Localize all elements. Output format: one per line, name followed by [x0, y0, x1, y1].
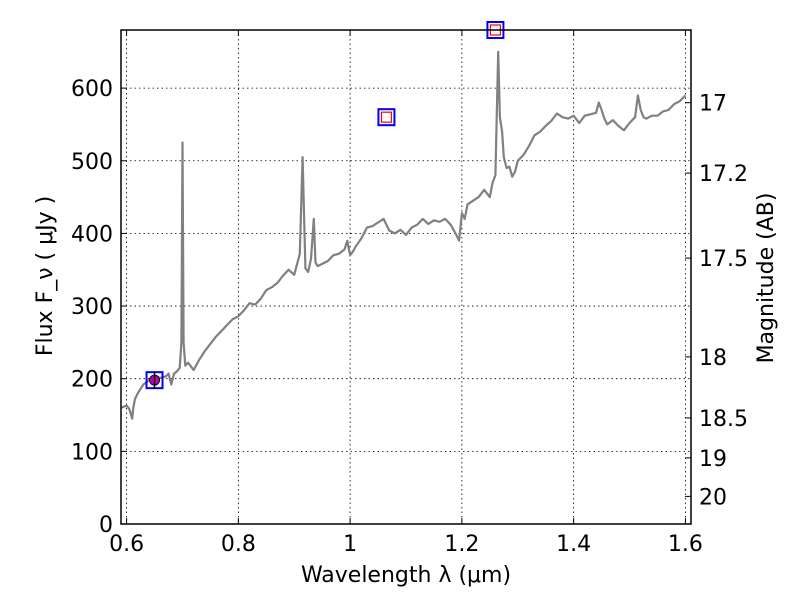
x-tick-label: 0.8 [221, 532, 256, 557]
right-tick-label: 20 [699, 485, 727, 510]
y-tick-label: 600 [71, 77, 113, 102]
y-axis-title: Flux F_ν ( μJy ) [33, 196, 58, 356]
tick-labels: 0.6 0.8 1 1.2 1.4 1.6 0 100 200 300 400 500 600 17 17.… [71, 77, 748, 557]
photometry-box [377, 108, 396, 127]
model-flux-point [380, 111, 393, 123]
y-tick-label: 300 [71, 295, 113, 320]
x-tick-label: 1.2 [444, 532, 479, 557]
plot-frame [120, 29, 692, 525]
x-tick-label: 1.6 [668, 532, 703, 557]
right-tick-label: 17.2 [699, 162, 748, 187]
x-axis-title: Wavelength λ (μm) [301, 563, 511, 588]
right-tick-label: 18 [699, 346, 727, 371]
spectrum-line [120, 50, 687, 420]
grid-lines [121, 30, 691, 525]
photometry-points [145, 21, 505, 390]
y-tick-label: 500 [71, 150, 113, 175]
right-tick-label: 18.5 [699, 407, 748, 432]
right-axis-title: Magnitude (AB) [754, 193, 779, 364]
right-tick-label: 19 [699, 447, 727, 472]
right-tick-label: 17 [699, 92, 727, 117]
y-tick-label: 0 [99, 513, 113, 538]
y-tick-label: 100 [71, 440, 113, 465]
x-tick-label: 1.4 [556, 532, 591, 557]
y-tick-label: 400 [71, 222, 113, 247]
x-tick-label: 0.6 [109, 532, 144, 557]
y-tick-label: 200 [71, 368, 113, 393]
x-tick-label: 1 [343, 532, 357, 557]
spectrum-series [120, 50, 687, 420]
axis-ticks [121, 30, 691, 525]
right-tick-label: 17.5 [699, 247, 748, 272]
